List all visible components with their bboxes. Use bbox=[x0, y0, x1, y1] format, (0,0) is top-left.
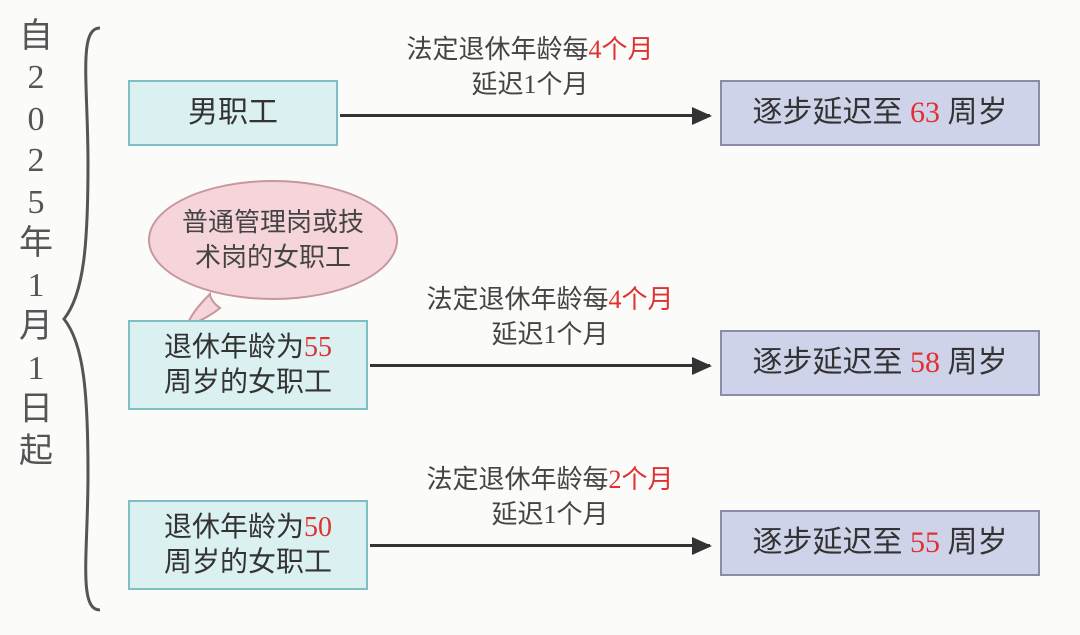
result-text-red: 58 bbox=[910, 344, 940, 382]
arrow-icon bbox=[340, 114, 710, 117]
label-text: 法定退休年龄每 bbox=[406, 35, 588, 64]
vchar: 1 bbox=[18, 348, 54, 389]
result-text-pre: 逐步延迟至 bbox=[753, 344, 903, 382]
result-text-post: 周岁 bbox=[948, 94, 1008, 132]
category-text: 退休年龄为 bbox=[164, 332, 304, 363]
arrow-label-female55: 法定退休年龄每4个月 延迟1个月 bbox=[390, 282, 710, 352]
vchar: 年 bbox=[18, 223, 54, 264]
vchar: 1 bbox=[18, 265, 54, 306]
bubble-text: 普通管理岗或技 bbox=[182, 208, 364, 237]
label-text: 1个月 bbox=[544, 320, 609, 349]
category-box-male: 男职工 bbox=[128, 80, 338, 146]
arrow-icon bbox=[370, 544, 710, 547]
vchar: 2 bbox=[18, 57, 54, 98]
result-text-red: 55 bbox=[910, 524, 940, 562]
category-label: 男职工 bbox=[188, 94, 278, 132]
highlight-text: 2个月 bbox=[609, 465, 674, 494]
result-text-pre: 逐步延迟至 bbox=[753, 94, 903, 132]
category-text: 周岁的女职工 bbox=[164, 367, 332, 398]
vchar: 自 bbox=[18, 16, 54, 57]
vchar: 起 bbox=[18, 431, 54, 472]
label-text: 延迟 bbox=[491, 500, 543, 529]
vchar: 5 bbox=[18, 182, 54, 223]
highlight-text: 55 bbox=[304, 332, 332, 363]
result-text-pre: 逐步延迟至 bbox=[753, 524, 903, 562]
category-box-female50: 退休年龄为50 周岁的女职工 bbox=[128, 500, 368, 590]
category-text: 周岁的女职工 bbox=[164, 547, 332, 578]
speech-bubble: 普通管理岗或技 术岗的女职工 bbox=[148, 180, 398, 300]
label-text: 1个月 bbox=[524, 70, 589, 99]
vchar: 月 bbox=[18, 306, 54, 347]
result-box-male: 逐步延迟至 63 周岁 bbox=[720, 80, 1040, 146]
curly-brace-icon bbox=[58, 24, 108, 614]
vertical-title: 自 2 0 2 5 年 1 月 1 日 起 bbox=[18, 16, 54, 472]
result-text-red: 63 bbox=[910, 94, 940, 132]
result-box-female50: 逐步延迟至 55 周岁 bbox=[720, 510, 1040, 576]
bubble-text: 术岗的女职工 bbox=[195, 243, 351, 272]
vchar: 0 bbox=[18, 99, 54, 140]
arrow-label-male: 法定退休年龄每4个月 延迟1个月 bbox=[370, 32, 690, 102]
label-text: 法定退休年龄每 bbox=[426, 465, 608, 494]
highlight-text: 4个月 bbox=[609, 285, 674, 314]
arrow-icon bbox=[370, 364, 710, 367]
category-text: 退休年龄为 bbox=[164, 512, 304, 543]
label-text: 1个月 bbox=[544, 500, 609, 529]
category-box-female55: 退休年龄为55 周岁的女职工 bbox=[128, 320, 368, 410]
label-text: 法定退休年龄每 bbox=[426, 285, 608, 314]
result-text-post: 周岁 bbox=[948, 344, 1008, 382]
arrow-label-female50: 法定退休年龄每2个月 延迟1个月 bbox=[390, 462, 710, 532]
vchar: 2 bbox=[18, 140, 54, 181]
highlight-text: 4个月 bbox=[589, 35, 654, 64]
label-text: 延迟 bbox=[471, 70, 523, 99]
result-text-post: 周岁 bbox=[948, 524, 1008, 562]
label-text: 延迟 bbox=[491, 320, 543, 349]
highlight-text: 50 bbox=[304, 512, 332, 543]
diagram-canvas: 自 2 0 2 5 年 1 月 1 日 起 男职工 法定退休年龄每4个月 延迟1… bbox=[0, 0, 1080, 635]
vchar: 日 bbox=[18, 389, 54, 430]
result-box-female55: 逐步延迟至 58 周岁 bbox=[720, 330, 1040, 396]
